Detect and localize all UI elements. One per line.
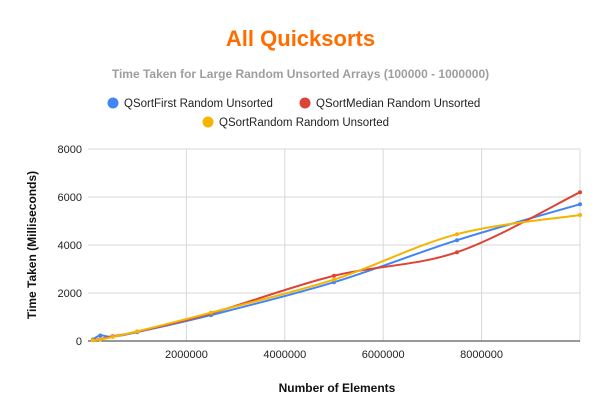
series-2-point xyxy=(578,190,582,195)
series-3-point xyxy=(135,329,140,334)
chart-subtitle: Time Taken for Large Random Unsorted Arr… xyxy=(111,67,490,81)
y-tick-label: 2000 xyxy=(58,288,82,300)
y-tick-label: 0 xyxy=(76,336,82,348)
series-1-point xyxy=(98,333,103,338)
series-3-point xyxy=(578,213,582,217)
series-2-point xyxy=(455,250,459,255)
legend-label: QSortFirst Random Unsorted xyxy=(124,98,273,110)
series-lines xyxy=(90,190,582,343)
series-3-line xyxy=(91,214,581,342)
legend-swatch xyxy=(107,97,119,109)
legend-swatch xyxy=(299,97,311,109)
grid xyxy=(88,148,581,341)
series-3-point xyxy=(455,232,459,237)
y-tick-label: 6000 xyxy=(58,192,82,204)
x-tick-label: 8000000 xyxy=(460,349,503,361)
series-3-point xyxy=(332,277,336,282)
chart-title: All Quicksorts xyxy=(225,26,376,51)
legend: QSortFirst Random Unsorted QSortMedian Ra… xyxy=(107,97,480,129)
series-2-line xyxy=(91,191,581,342)
series-3-point xyxy=(209,310,213,315)
series-1-point xyxy=(455,238,459,243)
series-3-point xyxy=(110,334,115,339)
legend-label: QSortRandom Random Unsorted xyxy=(219,117,389,129)
x-tick-labels: 2000000 4000000 6000000 8000000 xyxy=(165,349,503,361)
legend-label: QSortMedian Random Unsorted xyxy=(316,98,480,110)
x-tick-label: 4000000 xyxy=(263,349,306,361)
x-tick-label: 2000000 xyxy=(165,349,208,361)
y-tick-label: 8000 xyxy=(58,144,82,156)
y-tick-labels: 0 2000 4000 6000 8000 xyxy=(58,144,82,348)
y-tick-label: 4000 xyxy=(58,240,82,252)
series-2-point xyxy=(332,273,336,278)
series-1-point xyxy=(578,202,582,207)
legend-swatch xyxy=(202,116,214,128)
series-3-point xyxy=(98,337,103,342)
series-3-point xyxy=(90,338,95,343)
x-tick-label: 6000000 xyxy=(362,349,405,361)
x-axis-title: Number of Elements xyxy=(279,381,396,395)
y-axis-title: Time Taken (Milliseconds) xyxy=(25,171,39,319)
